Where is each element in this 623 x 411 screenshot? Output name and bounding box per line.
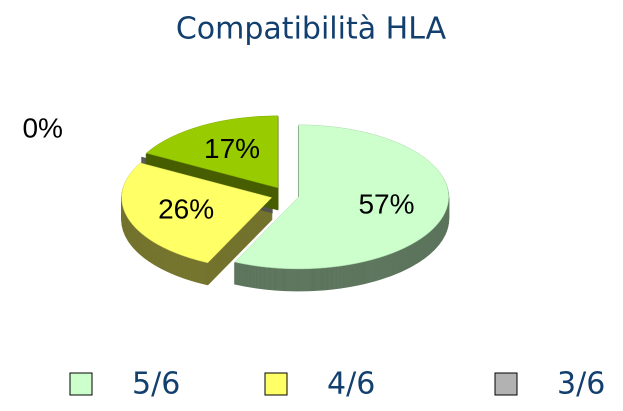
- legend-label: 3/6: [557, 367, 605, 402]
- legend-label: 4/6: [327, 367, 375, 402]
- slice: [121, 162, 273, 264]
- data-label: 26%: [158, 193, 214, 224]
- slice: [145, 115, 279, 189]
- legend-label: 5/6: [132, 367, 180, 402]
- data-label: 57%: [358, 189, 414, 220]
- data-label: 17%: [204, 133, 260, 164]
- slice: [234, 124, 449, 270]
- legend-swatch: [264, 372, 288, 396]
- legend-swatch: [69, 372, 93, 396]
- data-label: 0%: [22, 113, 62, 144]
- legend-swatch: [494, 372, 518, 396]
- chart-title: Compatibilità HLA: [176, 12, 447, 47]
